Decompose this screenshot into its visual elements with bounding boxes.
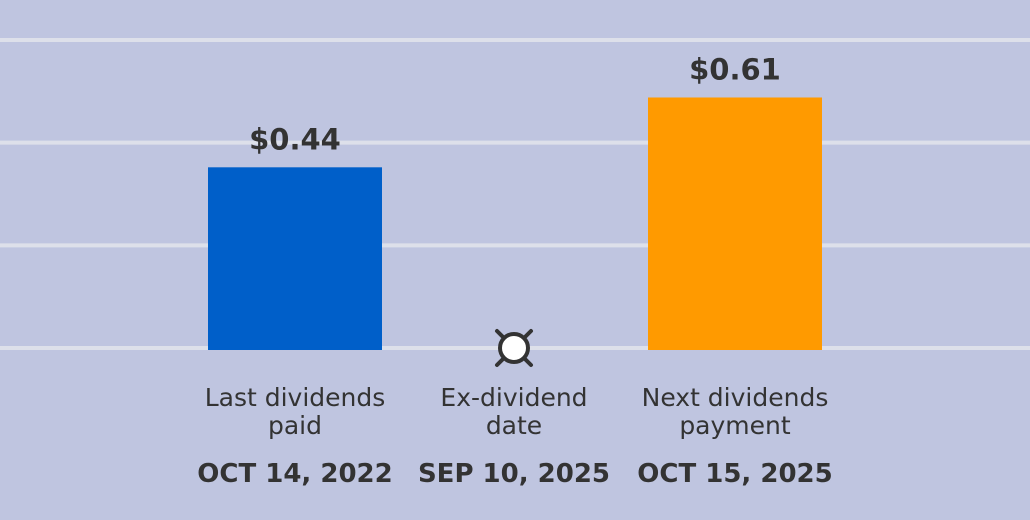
category-label: payment	[679, 411, 791, 440]
date-label: OCT 14, 2022	[197, 459, 392, 489]
date-label: SEP 10, 2025	[418, 459, 610, 489]
bar	[208, 167, 382, 350]
chart-marks	[208, 97, 822, 367]
category-label: Next dividends	[642, 383, 829, 412]
gridlines	[0, 38, 1030, 350]
category-label: date	[486, 411, 542, 440]
bar-value-label: $0.44	[249, 122, 341, 156]
ex-dividend-marker-icon	[495, 329, 533, 367]
bar-value-label: $0.61	[689, 52, 781, 86]
date-label: OCT 15, 2025	[637, 459, 832, 489]
category-label: Ex-dividend	[440, 383, 587, 412]
category-label: paid	[268, 411, 322, 440]
category-label: Last dividends	[205, 383, 386, 412]
bar	[648, 97, 822, 350]
